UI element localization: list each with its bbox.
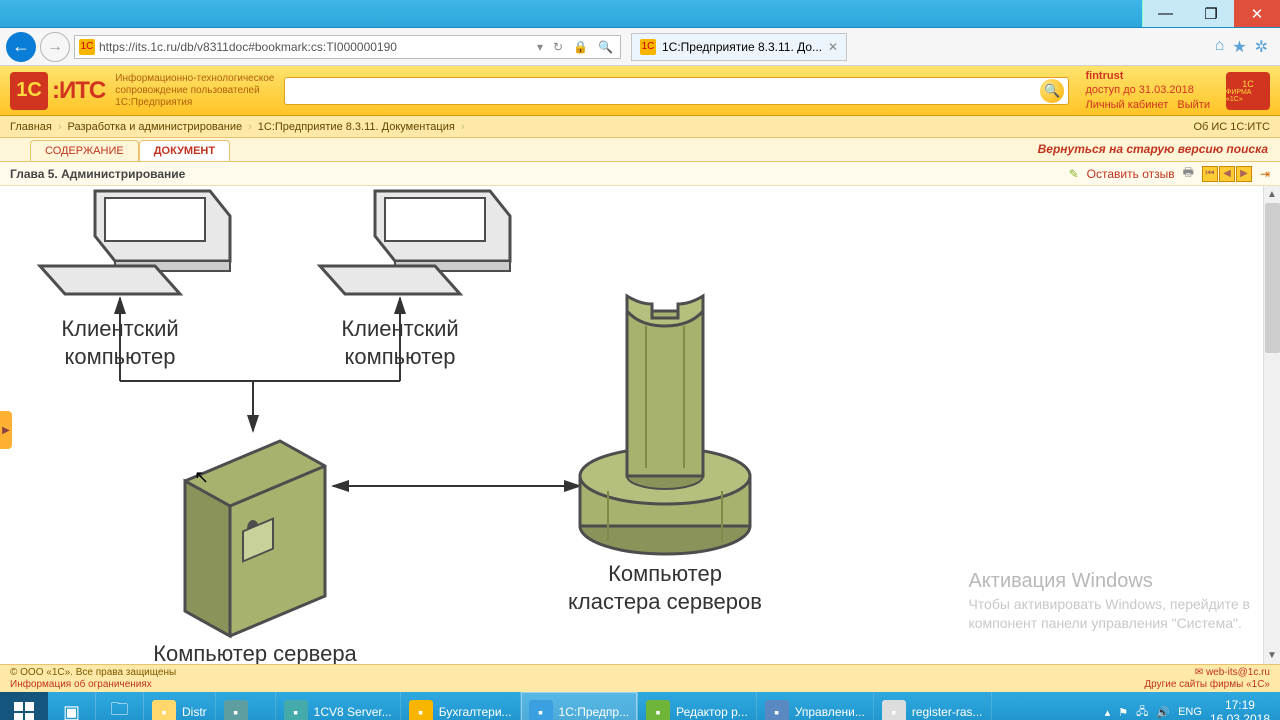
company-logo-icon[interactable]: 1СФИРМА «1С» xyxy=(1226,72,1270,110)
nav-back-button[interactable]: ← xyxy=(6,32,36,62)
other-sites-link[interactable]: Другие сайты фирмы «1С» xyxy=(1144,679,1270,691)
refresh-icon[interactable]: ↻ xyxy=(550,40,566,54)
logo-badge-icon: 1С xyxy=(10,72,48,110)
nav-forward-button[interactable]: → xyxy=(40,32,70,62)
page-title: Глава 5. Администрирование xyxy=(10,167,185,181)
pencil-icon: ✎ xyxy=(1069,167,1079,181)
start-button[interactable] xyxy=(0,692,48,720)
document-content: ▶ ▲ ▼ Клиентский компьютер xyxy=(0,186,1280,664)
server-label: Компьютер сервера xyxy=(153,641,357,664)
account-logout-link[interactable]: Выйти xyxy=(1177,99,1210,111)
windows-activation-watermark: Активация Windows Чтобы активировать Win… xyxy=(968,567,1250,634)
tab-document[interactable]: ДОКУМЕНТ xyxy=(139,140,230,161)
browser-tools: ⌂ ★ ✲ xyxy=(1215,37,1274,57)
cluster-label-2: кластера серверов xyxy=(568,589,762,614)
url-text: https://its.1c.ru/db/v8311doc#bookmark:c… xyxy=(99,40,530,54)
browser-tab[interactable]: 1C 1С:Предприятие 8.3.11. До... ✕ xyxy=(631,33,847,61)
window-close-button[interactable]: ✕ xyxy=(1234,0,1280,27)
feedback-link[interactable]: Оставить отзыв xyxy=(1087,167,1175,181)
account-user: fintrust xyxy=(1085,70,1123,82)
mail-icon: ✉ xyxy=(1195,667,1203,678)
taskbar-item[interactable]: ▪Distr xyxy=(144,692,216,720)
search-button[interactable]: 🔍 xyxy=(1040,79,1064,103)
tray-sound-icon[interactable]: 🔊 xyxy=(1156,706,1170,719)
search-icon[interactable]: 🔍 xyxy=(595,40,616,54)
tab-title: 1С:Предприятие 8.3.11. До... xyxy=(662,40,822,54)
favorites-icon[interactable]: ★ xyxy=(1232,37,1246,57)
tray-up-icon[interactable]: ▴ xyxy=(1105,706,1111,719)
favicon-icon: 1C xyxy=(79,39,95,55)
site-logo[interactable]: 1С :ИТС xyxy=(10,72,105,110)
taskbar-item[interactable]: ▪1С:Предпр... xyxy=(521,692,639,720)
account-block: fintrust доступ до 31.03.2018 Личный каб… xyxy=(1079,69,1216,112)
window-minimize-button[interactable]: — xyxy=(1142,0,1188,27)
taskbar-item[interactable]: ▪ xyxy=(216,692,276,720)
breadcrumb: Главная› Разработка и администрирование›… xyxy=(0,116,1280,138)
search-input[interactable] xyxy=(289,83,1040,98)
taskbar-item[interactable]: ▪Редактор р... xyxy=(638,692,757,720)
tab-contents[interactable]: СОДЕРЖАНИЕ xyxy=(30,140,139,161)
site-footer: © ООО «1С». Все права защищены Информаци… xyxy=(0,664,1280,692)
home-icon[interactable]: ⌂ xyxy=(1215,37,1225,57)
page-tabs: СОДЕРЖАНИЕ ДОКУМЕНТ Вернуться на старую … xyxy=(0,138,1280,162)
lock-icon: 🔒 xyxy=(570,40,591,54)
tagline: Информационно-технологическоесопровожден… xyxy=(115,73,274,109)
account-cabinet-link[interactable]: Личный кабинет xyxy=(1085,99,1168,111)
copyright-text: © ООО «1С». Все права защищены xyxy=(10,667,176,679)
nav-buttons: ⏮ ◀ ▶ xyxy=(1202,166,1252,182)
breadcrumb-item[interactable]: 1С:Предприятие 8.3.11. Документация xyxy=(258,121,455,133)
nav-first-icon[interactable]: ⏮ xyxy=(1202,166,1218,182)
taskbar-item[interactable]: ▪Бухгалтери... xyxy=(401,692,521,720)
tray-network-icon[interactable]: 🖧 xyxy=(1136,703,1148,720)
tab-close-icon[interactable]: ✕ xyxy=(828,40,838,54)
tools-icon[interactable]: ✲ xyxy=(1255,37,1268,57)
tab-favicon-icon: 1C xyxy=(640,39,656,55)
client-pc-1-icon xyxy=(40,191,230,294)
scroll-up-icon[interactable]: ▲ xyxy=(1264,186,1280,203)
about-link[interactable]: Об ИС 1С:ИТС xyxy=(1193,121,1270,133)
client-pc-2-icon xyxy=(320,191,510,294)
tray-action-icon[interactable]: ⚑ xyxy=(1118,706,1128,719)
taskbar-item[interactable]: ▪register-ras... xyxy=(874,692,992,720)
system-tray: ▴ ⚑ 🖧 🔊 ENG 17:1916.03.2018 xyxy=(1095,692,1280,720)
taskbar-item[interactable]: ▪Управлени... xyxy=(757,692,874,720)
logo-text: :ИТС xyxy=(52,77,105,105)
vertical-scrollbar[interactable]: ▲ ▼ xyxy=(1263,186,1280,664)
scroll-thumb[interactable] xyxy=(1265,203,1280,353)
dropdown-icon[interactable]: ▾ xyxy=(534,40,546,54)
expand-icon[interactable]: ⇥ xyxy=(1260,167,1270,181)
window-maximize-button[interactable]: ❐ xyxy=(1188,0,1234,27)
tray-lang[interactable]: ENG xyxy=(1178,706,1202,718)
footer-email[interactable]: web-its@1c.ru xyxy=(1206,667,1270,678)
breadcrumb-item[interactable]: Разработка и администрирование xyxy=(68,121,243,133)
account-until: доступ до 31.03.2018 xyxy=(1085,84,1193,96)
server-icon xyxy=(185,441,325,636)
window-titlebar: — ❐ ✕ xyxy=(0,0,1280,28)
cluster-icon xyxy=(580,296,750,554)
windows-taskbar: ▣ 🗀 ▪Distr▪▪1CV8 Server...▪Бухгалтери...… xyxy=(0,692,1280,720)
print-icon[interactable]: 🖶 xyxy=(1183,163,1194,184)
restrictions-link[interactable]: Информация об ограничениях xyxy=(10,679,176,691)
nav-next-icon[interactable]: ▶ xyxy=(1236,166,1252,182)
scroll-down-icon[interactable]: ▼ xyxy=(1264,647,1280,664)
cluster-label-1: Компьютер xyxy=(608,561,722,586)
document-header: Глава 5. Администрирование ✎ Оставить от… xyxy=(0,162,1280,186)
taskbar-item[interactable]: ▪1CV8 Server... xyxy=(276,692,401,720)
site-header: 1С :ИТС Информационно-технологическоесоп… xyxy=(0,66,1280,116)
breadcrumb-item[interactable]: Главная xyxy=(10,121,52,133)
old-search-link[interactable]: Вернуться на старую версию поиска xyxy=(1038,142,1268,156)
taskbar-pinned-explorer-icon[interactable]: 🗀 xyxy=(96,692,144,720)
tray-clock[interactable]: 17:1916.03.2018 xyxy=(1210,698,1270,720)
browser-toolbar: ← → 1C https://its.1c.ru/db/v8311doc#boo… xyxy=(0,28,1280,66)
site-search[interactable]: 🔍 xyxy=(284,77,1069,105)
address-bar[interactable]: 1C https://its.1c.ru/db/v8311doc#bookmar… xyxy=(74,35,621,59)
taskbar-pinned-server-icon[interactable]: ▣ xyxy=(48,692,96,720)
nav-prev-icon[interactable]: ◀ xyxy=(1219,166,1235,182)
